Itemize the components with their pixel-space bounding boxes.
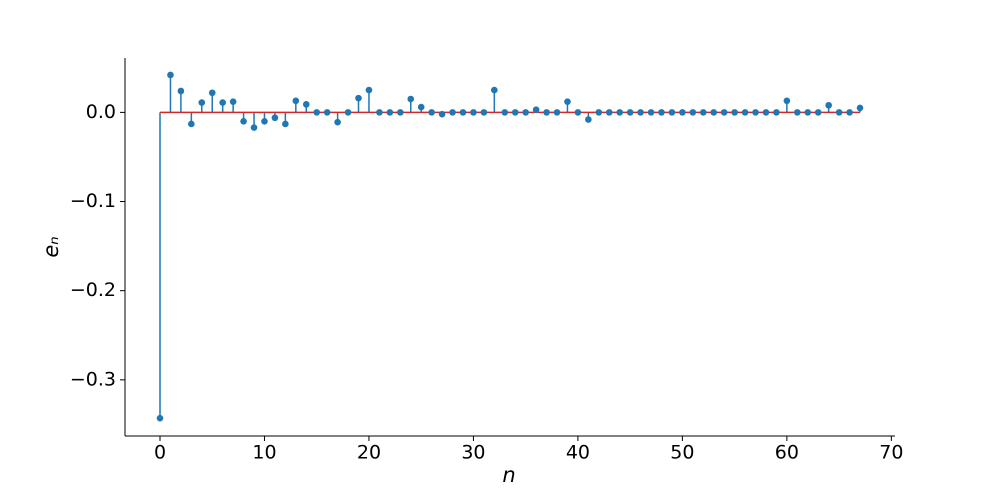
x-tick-label: 70	[879, 442, 903, 464]
stem-marker	[376, 109, 383, 116]
x-tick-label: 50	[670, 442, 694, 464]
stem-marker	[752, 109, 759, 116]
stem-marker	[511, 109, 519, 116]
stem-marker	[282, 120, 289, 128]
stem-marker	[658, 109, 665, 116]
stem-marker	[626, 109, 634, 116]
stem-marker	[302, 101, 310, 108]
stem-marker	[386, 109, 394, 116]
stem-marker	[689, 109, 697, 116]
stem-marker	[699, 109, 707, 116]
stem-marker	[794, 109, 801, 116]
stem-marker	[710, 109, 718, 116]
stem-marker	[156, 414, 164, 422]
stem-marker	[470, 109, 477, 116]
stem-marker	[240, 117, 247, 125]
stem-marker	[553, 109, 561, 116]
stem-marker	[825, 101, 832, 109]
stem-marker	[616, 109, 624, 116]
stem-marker	[762, 109, 770, 116]
stem-marker	[428, 109, 435, 116]
x-tick-label: 10	[252, 442, 276, 464]
stem-marker	[271, 114, 279, 122]
stem-marker	[188, 120, 195, 128]
y-tick-label: 0.0	[86, 101, 116, 123]
stem-marker	[449, 109, 456, 116]
stem-marker	[407, 95, 415, 103]
x-tick-label: 30	[461, 442, 485, 464]
y-axis-label: eₙ	[39, 236, 63, 257]
stem-marker	[783, 97, 791, 105]
stem-marker	[219, 99, 226, 106]
x-axis-label: n	[502, 463, 515, 487]
y-tick-label: −0.1	[70, 190, 116, 212]
stem-marker	[846, 109, 853, 116]
stem-marker	[814, 109, 822, 116]
stem-marker	[835, 109, 843, 116]
stem-marker	[856, 104, 864, 112]
stem-marker	[365, 86, 373, 94]
stem-marker	[501, 109, 509, 116]
stem-marker	[731, 109, 738, 116]
stem-marker	[177, 87, 185, 95]
stem-marker	[595, 109, 603, 116]
stem-marker	[585, 116, 592, 123]
stem-marker	[261, 117, 268, 125]
stem-marker	[334, 118, 341, 126]
stem-marker	[396, 109, 404, 116]
stem-marker	[564, 98, 571, 105]
stem-marker	[605, 109, 613, 116]
stem-marker	[637, 109, 644, 116]
stem-marker	[344, 109, 352, 116]
stem-marker	[417, 103, 425, 111]
stem-marker	[167, 71, 174, 79]
stem-marker	[250, 124, 258, 131]
x-tick-label: 0	[154, 442, 166, 464]
stem-marker	[355, 94, 362, 102]
x-tick-label: 20	[357, 442, 381, 464]
stem-marker	[720, 109, 728, 116]
stem-marker	[198, 99, 206, 106]
stem-marker	[208, 89, 216, 97]
stem-marker	[668, 109, 676, 116]
stem-marker	[459, 109, 467, 116]
stem-marker	[491, 86, 498, 94]
x-tick-label: 60	[775, 442, 799, 464]
stem-marker	[647, 109, 655, 116]
stem-marker	[574, 109, 582, 116]
stem-marker	[313, 109, 321, 116]
stem-marker	[438, 110, 446, 118]
y-tick-label: −0.3	[70, 368, 116, 390]
x-tick-label: 40	[566, 442, 590, 464]
stem-marker	[229, 98, 237, 105]
stem-marker	[679, 109, 686, 116]
stem-marker	[804, 109, 812, 116]
stem-marker	[773, 109, 780, 116]
stem-marker	[292, 97, 300, 105]
y-tick-label: −0.2	[70, 279, 116, 301]
stem-marker	[522, 109, 529, 116]
stem-marker	[741, 109, 749, 116]
stem-marker	[543, 109, 550, 116]
stem-marker	[323, 109, 331, 116]
stem-marker	[480, 109, 488, 116]
stem-marker	[532, 106, 540, 114]
